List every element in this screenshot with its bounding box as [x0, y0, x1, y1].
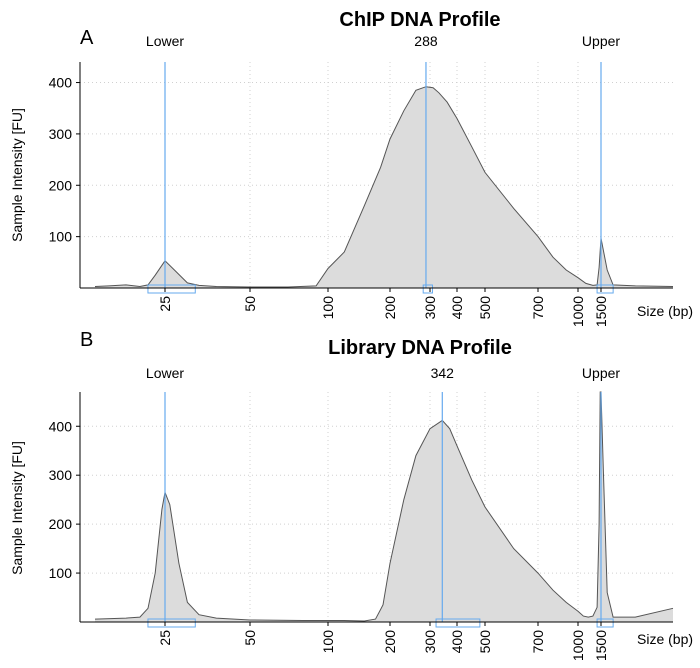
y-tick-label: 100 — [49, 565, 73, 581]
x-tick-label: 25 — [157, 296, 173, 312]
y-axis-label: Sample Intensity [FU] — [9, 108, 25, 242]
y-tick-label: 100 — [49, 229, 73, 245]
y-tick-label: 300 — [49, 126, 73, 142]
panel-label: A — [80, 27, 94, 49]
x-tick-label: 400 — [449, 296, 465, 320]
x-tick-label: 500 — [477, 630, 493, 654]
x-tick-label: 50 — [242, 296, 258, 312]
y-tick-label: 400 — [49, 75, 73, 91]
marker-label-lower: Lower — [146, 365, 184, 381]
trace-area — [95, 392, 673, 622]
x-tick-label: 700 — [530, 296, 546, 320]
x-tick-label: 300 — [422, 296, 438, 320]
x-tick-label: 50 — [242, 630, 258, 646]
x-tick-label: 200 — [382, 630, 398, 654]
marker-label-peak: 342 — [431, 365, 455, 381]
x-tick-label: 500 — [477, 296, 493, 320]
chart-title: Library DNA Profile — [328, 337, 512, 359]
x-tick-label: 100 — [320, 296, 336, 320]
trace-line — [94, 86, 674, 288]
x-tick-label: 1500 — [593, 630, 609, 661]
marker-box — [147, 618, 196, 628]
marker-box — [435, 618, 481, 628]
y-axis-label: Sample Intensity [FU] — [9, 441, 25, 575]
x-tick-label: 25 — [157, 630, 173, 646]
x-tick-label: 200 — [382, 296, 398, 320]
x-tick-label: 1000 — [570, 296, 586, 327]
chart-panel-library: Library DNA Profile B Sample Intensity [… — [9, 329, 693, 661]
x-tick-label: 300 — [422, 630, 438, 654]
x-tick-label: 1000 — [570, 630, 586, 661]
y-tick-label: 200 — [49, 516, 73, 532]
x-tick-label: 400 — [449, 630, 465, 654]
marker-label-upper: Upper — [582, 33, 620, 49]
x-axis-label: Size (bp) — [637, 631, 693, 647]
trace-area — [95, 86, 673, 288]
panel-label: B — [80, 329, 93, 351]
y-tick-label: 400 — [49, 418, 73, 434]
x-tick-label: 1500 — [593, 296, 609, 327]
marker-box — [147, 284, 196, 294]
marker-label-lower: Lower — [146, 33, 184, 49]
chart-panel-chip: ChIP DNA Profile A Sample Intensity [FU]… — [9, 9, 693, 327]
marker-box — [596, 284, 614, 294]
chart-title: ChIP DNA Profile — [339, 9, 500, 31]
y-tick-label: 300 — [49, 467, 73, 483]
trace-line — [94, 391, 674, 622]
x-tick-label: 700 — [530, 630, 546, 654]
x-axis-label: Size (bp) — [637, 303, 693, 319]
x-tick-label: 100 — [320, 630, 336, 654]
marker-label-peak: 288 — [414, 33, 438, 49]
marker-box — [596, 618, 614, 628]
marker-label-upper: Upper — [582, 365, 620, 381]
y-tick-label: 200 — [49, 177, 73, 193]
marker-box — [422, 284, 433, 294]
